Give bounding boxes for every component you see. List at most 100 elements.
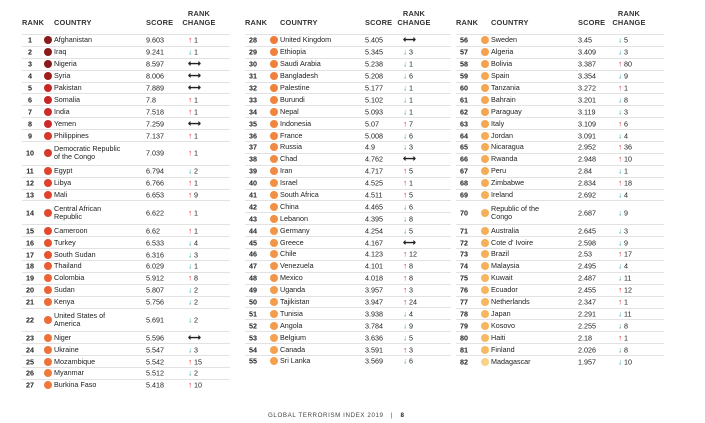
rank-change-value: 12 (624, 285, 632, 295)
severity-dot (44, 357, 52, 366)
rank-change-value: 1 (409, 59, 413, 69)
table-row: 53 Belgium 3.636 ↓ 5 (245, 331, 451, 343)
country-name: Indonesia (280, 118, 312, 128)
rank-change: ↓ 9 (403, 321, 413, 330)
table-row: 82 Madagascar 1.957 ↓ 10 (456, 355, 664, 367)
rank-number: 66 (460, 154, 468, 164)
score-value: 7.039 (146, 148, 164, 158)
rank-change-value: 2 (194, 285, 198, 295)
rank-change: ↑ 7 (403, 119, 413, 128)
header-change-line2: CHANGE (397, 17, 431, 27)
header-rank: RANK (22, 18, 45, 27)
score-value: 4.018 (365, 273, 383, 283)
arrow-down-icon: ↓ (188, 166, 192, 176)
rank-change: ↑ 1 (188, 149, 198, 158)
no-change-icon: ⟷ (188, 70, 201, 81)
rank-change: ↑ 8 (403, 274, 413, 283)
rank-change-value: 3 (194, 345, 198, 355)
severity-dot (481, 60, 489, 69)
country-name: Chad (280, 154, 298, 164)
severity-dot (481, 48, 489, 57)
score-value: 3.119 (578, 107, 596, 117)
rank-change: ↑ 1 (188, 95, 198, 104)
rank-change-value: 5 (624, 35, 628, 45)
rank-change: ↓ 1 (188, 48, 198, 57)
country-name: Tanzania (491, 83, 520, 92)
country-name: Bolivia (491, 59, 513, 69)
country-name: India (54, 106, 70, 116)
severity-dot (44, 95, 52, 104)
country-name: Malaysia (491, 261, 520, 271)
rank-change-value: 3 (624, 107, 628, 117)
country-name: Tajikistan (280, 297, 310, 307)
score-value: 5.807 (146, 285, 164, 295)
severity-dot (270, 250, 278, 259)
score-value: 5.177 (365, 83, 383, 93)
rank-change-value: 9 (624, 238, 628, 248)
table-row: 4 Syria 8.006 ⟷ (22, 69, 230, 82)
country-name: Sweden (491, 35, 517, 45)
table-row: 33 Burundi 5.102 ↓ 1 (245, 93, 451, 105)
severity-dot (44, 315, 52, 324)
score-value: 5.008 (365, 131, 383, 141)
arrow-up-icon: ↑ (403, 273, 407, 283)
severity-dot (270, 95, 278, 104)
rank-change-value: 1 (409, 95, 413, 105)
rank-number: 58 (460, 59, 468, 69)
rank-change-value: 1 (194, 35, 198, 45)
arrow-up-icon: ↑ (188, 131, 192, 141)
rank-change: ↓ 3 (618, 107, 628, 116)
rank-number: 68 (460, 178, 468, 188)
rank-change-value: 3 (624, 226, 628, 236)
arrow-down-icon: ↓ (403, 333, 407, 343)
table-row: 19 Colombia 5.912 ↑ 8 (22, 271, 230, 284)
country-name: Saudi Arabia (280, 59, 321, 69)
rank-change: ↓ 11 (618, 274, 631, 283)
score-value: 2.834 (578, 178, 596, 188)
rank-change: ↑ 18 (618, 179, 632, 188)
score-value: 6.794 (146, 166, 164, 176)
arrow-up-icon: ↑ (188, 95, 192, 105)
rank-number: 76 (460, 285, 468, 295)
rank-number: 34 (249, 107, 257, 117)
country-name: Yemen (54, 118, 77, 128)
country-name: Palestine (280, 83, 310, 92)
rank-number: 37 (249, 142, 257, 152)
score-value: 5.912 (146, 273, 164, 283)
score-value: 6.766 (146, 178, 164, 188)
table-row: 50 Tajikistan 3.947 ↑ 24 (245, 295, 451, 308)
country-name: Rwanda (491, 154, 518, 164)
country-name: Colombia (54, 273, 85, 283)
country-name: Angola (280, 320, 303, 330)
table-row: 17 South Sudan 6.316 ↓ 3 (22, 248, 230, 260)
arrow-down-icon: ↓ (188, 345, 192, 355)
score-value: 5.07 (365, 119, 379, 129)
table-row: 11 Egypt 6.794 ↓ 2 (22, 164, 230, 177)
severity-dot (270, 167, 278, 176)
severity-dot (481, 286, 489, 295)
table-row: 58 Bolivia 3.387 ↑ 80 (456, 57, 664, 70)
country-name: Ukraine (54, 344, 79, 354)
country-name: Madagascar (491, 356, 531, 366)
country-name: Lebanon (280, 213, 308, 223)
score-value: 7.8 (146, 95, 156, 105)
arrow-down-icon: ↓ (188, 297, 192, 307)
rank-number: 78 (460, 309, 468, 319)
score-value: 6.62 (146, 226, 160, 236)
severity-dot (481, 179, 489, 188)
header-score: SCORE (146, 18, 174, 27)
score-value: 5.345 (365, 47, 383, 57)
rank-number: 4 (28, 71, 32, 81)
score-value: 2.495 (578, 261, 596, 271)
rank-change: ↓ 2 (188, 298, 198, 307)
rank-number: 5 (28, 83, 32, 93)
table-row: 42 China 4.465 ↓ 6 (245, 200, 451, 212)
table-row: 15 Cameroon 6.62 ↑ 1 (22, 224, 230, 236)
rank-change-value: 1 (624, 333, 628, 343)
header-change-line2: CHANGE (182, 17, 216, 27)
rank-change: ↓ 8 (403, 214, 413, 223)
arrow-down-icon: ↓ (188, 47, 192, 57)
table-row: 27 Burkina Faso 5.418 ↑ 10 (22, 378, 230, 391)
table-row: 23 Niger 5.596 ⟷ (22, 331, 230, 343)
arrow-down-icon: ↓ (618, 273, 622, 283)
